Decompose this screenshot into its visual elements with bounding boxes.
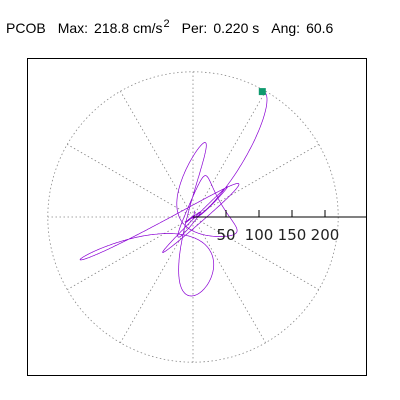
grid-spoke: [192, 216, 319, 290]
angle-label: Ang:: [271, 20, 301, 36]
grid-spoke: [192, 144, 319, 218]
max-exponent: 2: [163, 18, 170, 30]
end-point-marker: [258, 88, 266, 96]
radial-tick-label: 200: [311, 226, 340, 244]
end-marker-group: [258, 88, 266, 96]
grid-spoke: [192, 216, 266, 343]
period-readout: Per: 0.220 s: [182, 20, 260, 36]
grid-spoke: [67, 216, 194, 290]
trace-line: [79, 91, 268, 297]
grid-spoke: [192, 91, 266, 218]
polar-plot: 50 100 150 200: [47, 71, 366, 363]
grid-spoke: [120, 216, 194, 343]
radial-axis: 50 100 150 200: [193, 210, 366, 244]
radial-tick-label: 50: [216, 226, 235, 244]
max-value: 218.8 cm/s: [94, 20, 163, 36]
station-code: PCOB: [6, 20, 46, 36]
max-label: Max:: [57, 20, 89, 36]
radial-tick-label: 100: [245, 226, 274, 244]
grid-spoke: [120, 91, 194, 218]
grid-spoke: [67, 144, 194, 218]
period-value: 0.220 s: [213, 20, 260, 36]
angle-readout: Ang: 60.6: [271, 20, 333, 36]
max-readout: Max: 218.8 cm/s2: [57, 18, 170, 36]
motion-trace: [79, 91, 268, 297]
angle-value: 60.6: [306, 20, 334, 36]
plot-frame: 50 100 150 200: [27, 58, 367, 376]
radial-tick-label: 150: [278, 226, 307, 244]
plot-header: PCOB Max: 218.8 cm/s2 Per: 0.220 s Ang: 60.…: [6, 18, 345, 36]
period-label: Per:: [181, 20, 208, 36]
